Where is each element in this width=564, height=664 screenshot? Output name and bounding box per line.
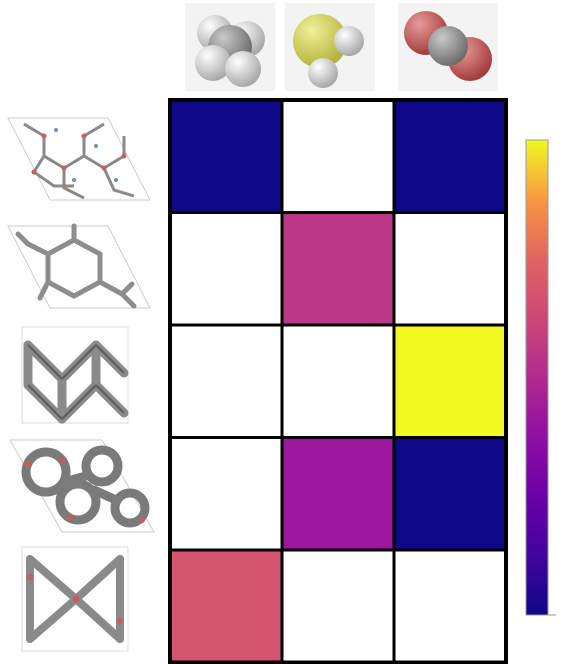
heatmap-border xyxy=(168,98,508,664)
heatmap-cell-r1-c1 xyxy=(168,98,284,214)
heatmap-cell-r3-c2 xyxy=(280,323,396,439)
heatmap-cell-r3-c1 xyxy=(168,323,284,439)
heatmap-cell-r5-c3 xyxy=(392,548,508,664)
framework-structure-3-icon xyxy=(21,326,129,424)
heatmap-cell-r2-c3 xyxy=(392,211,508,327)
carbon-dioxide-molecule-icon xyxy=(398,3,498,91)
colorbar-gradient xyxy=(525,139,549,616)
framework-structure-2-icon xyxy=(7,223,151,309)
framework-structure-4-icon xyxy=(9,439,155,533)
heatmap-cell-r1-c3 xyxy=(392,98,508,214)
methane-molecule-icon xyxy=(185,3,275,91)
framework-structure-5-icon xyxy=(21,546,129,652)
framework-structure-1-icon xyxy=(7,117,151,201)
hydrogen-sulfide-molecule-icon xyxy=(285,3,375,91)
